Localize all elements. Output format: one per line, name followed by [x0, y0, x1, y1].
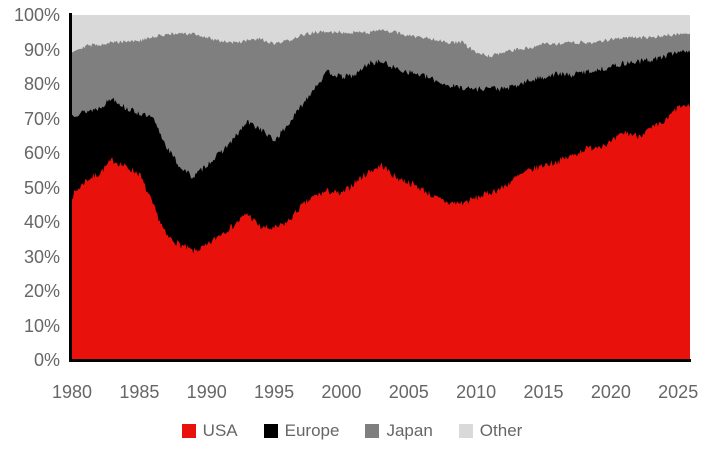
- x-tick-label: 2015: [523, 382, 564, 402]
- legend-label: Europe: [284, 421, 340, 440]
- area-usa: [71, 104, 690, 361]
- x-tick-label: 2005: [388, 382, 429, 402]
- x-axis-line: [69, 359, 691, 362]
- y-tick-label: 40%: [23, 212, 60, 232]
- y-tick-label: 100%: [13, 5, 60, 25]
- x-tick-label: 2000: [321, 382, 362, 402]
- legend-item-usa: USA: [181, 421, 238, 441]
- y-tick-label: 10%: [23, 315, 60, 336]
- x-tick-label: 1995: [254, 382, 295, 402]
- legend-label: USA: [202, 421, 238, 440]
- legend-swatch-europe: [263, 424, 278, 438]
- x-tick-label: 2020: [590, 382, 631, 402]
- y-tick-label: 90%: [23, 39, 60, 60]
- y-tick-label: 0%: [33, 350, 60, 370]
- y-tick-label: 50%: [23, 177, 60, 198]
- legend: USA Europe Japan Other: [0, 421, 704, 441]
- legend-swatch-usa: [181, 424, 196, 438]
- x-tick-label: 2010: [456, 382, 497, 402]
- legend-swatch-japan: [365, 424, 380, 438]
- y-tick-label: 80%: [23, 74, 60, 94]
- x-tick-label: 1990: [186, 382, 227, 402]
- legend-swatch-other: [458, 424, 473, 438]
- legend-label: Japan: [386, 421, 433, 440]
- legend-label: Other: [479, 421, 523, 440]
- y-tick-label: 60%: [23, 143, 60, 163]
- y-tick-label: 70%: [23, 108, 60, 129]
- legend-item-japan: Japan: [365, 421, 433, 441]
- legend-item-other: Other: [458, 421, 523, 441]
- x-tick-label: 1985: [119, 382, 160, 402]
- y-tick-label: 20%: [23, 281, 60, 301]
- x-tick-label: 2025: [658, 382, 699, 402]
- legend-item-europe: Europe: [263, 421, 340, 441]
- x-tick-label: 1980: [51, 382, 93, 402]
- y-tick-label: 30%: [23, 246, 60, 267]
- y-axis-line: [69, 13, 72, 362]
